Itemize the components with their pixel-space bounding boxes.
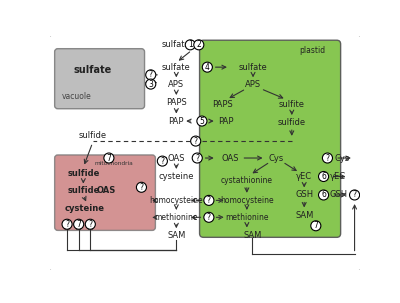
Text: cystathionine: cystathionine	[221, 176, 273, 185]
Text: PAPS: PAPS	[212, 100, 232, 108]
Text: Cys: Cys	[334, 154, 350, 162]
Circle shape	[62, 219, 72, 229]
Circle shape	[74, 219, 84, 229]
Text: ?: ?	[88, 220, 92, 229]
Circle shape	[350, 190, 360, 200]
Circle shape	[146, 79, 156, 89]
Circle shape	[192, 153, 202, 163]
Text: ?: ?	[326, 154, 330, 162]
Text: OAS: OAS	[96, 186, 116, 195]
Text: 2: 2	[196, 40, 201, 49]
Text: OAS: OAS	[168, 154, 185, 162]
Text: ?: ?	[352, 191, 356, 199]
Text: PAPS: PAPS	[166, 98, 187, 107]
Text: sulfate: sulfate	[162, 63, 191, 72]
Text: ?: ?	[149, 70, 153, 79]
Text: methionine: methionine	[154, 213, 198, 222]
Text: APS: APS	[245, 80, 261, 89]
FancyBboxPatch shape	[200, 40, 341, 237]
Text: 7: 7	[313, 221, 318, 230]
Text: homocysteine: homocysteine	[220, 196, 274, 205]
Circle shape	[191, 136, 201, 146]
Text: 7: 7	[106, 154, 111, 162]
Text: 6: 6	[321, 191, 326, 199]
Text: sulfite: sulfite	[279, 100, 305, 108]
Circle shape	[104, 153, 114, 163]
Text: SAM: SAM	[295, 211, 313, 219]
Text: PAP: PAP	[168, 117, 184, 125]
Circle shape	[85, 219, 95, 229]
Text: sulfate: sulfate	[74, 65, 112, 75]
Text: ?: ?	[140, 183, 144, 192]
Text: sulfate: sulfate	[239, 63, 268, 72]
Circle shape	[311, 221, 321, 231]
Circle shape	[318, 171, 329, 181]
Text: SAM: SAM	[243, 231, 262, 239]
Text: GSH: GSH	[329, 191, 347, 199]
Text: 6: 6	[321, 172, 326, 181]
Text: APS: APS	[168, 80, 184, 89]
Text: PAP: PAP	[218, 117, 234, 125]
Text: 5: 5	[200, 117, 204, 125]
Text: cysteine: cysteine	[158, 172, 194, 181]
Text: sulfate: sulfate	[161, 40, 190, 49]
Text: γEC: γEC	[296, 172, 312, 181]
Text: homocysteine: homocysteine	[150, 196, 203, 205]
FancyBboxPatch shape	[48, 35, 362, 271]
Circle shape	[146, 70, 156, 80]
Text: cysteine: cysteine	[65, 204, 105, 213]
Text: OAS: OAS	[221, 154, 238, 162]
Circle shape	[318, 190, 329, 200]
Text: sulfide: sulfide	[278, 118, 306, 127]
Text: ?: ?	[194, 137, 198, 145]
Circle shape	[157, 156, 168, 166]
Text: Cys: Cys	[269, 154, 284, 162]
Circle shape	[204, 195, 214, 205]
Circle shape	[322, 153, 332, 163]
Circle shape	[194, 40, 204, 50]
FancyBboxPatch shape	[55, 155, 155, 230]
Text: sulfide: sulfide	[78, 131, 107, 140]
Text: plastid: plastid	[299, 46, 325, 55]
Text: SAM: SAM	[167, 231, 186, 240]
Circle shape	[202, 62, 212, 72]
Text: 4: 4	[205, 63, 210, 72]
Text: ?: ?	[207, 213, 211, 222]
Text: γEC: γEC	[330, 172, 346, 181]
Text: ?: ?	[160, 157, 164, 166]
Circle shape	[185, 40, 195, 50]
Circle shape	[136, 182, 146, 192]
Text: ?: ?	[195, 154, 199, 162]
Circle shape	[204, 212, 214, 222]
Text: ?: ?	[207, 196, 211, 205]
Text: methionine: methionine	[225, 213, 269, 222]
Text: GSH: GSH	[295, 191, 313, 199]
Text: 3: 3	[148, 80, 153, 88]
Text: sulfide: sulfide	[67, 186, 100, 195]
Text: mitochondria: mitochondria	[94, 161, 133, 166]
FancyBboxPatch shape	[55, 49, 144, 109]
Text: vacuole: vacuole	[62, 92, 92, 101]
Text: sulfide: sulfide	[67, 169, 100, 178]
Text: 7: 7	[76, 220, 81, 229]
Text: ?: ?	[65, 220, 69, 229]
Circle shape	[197, 116, 207, 126]
Text: 1: 1	[188, 40, 193, 49]
